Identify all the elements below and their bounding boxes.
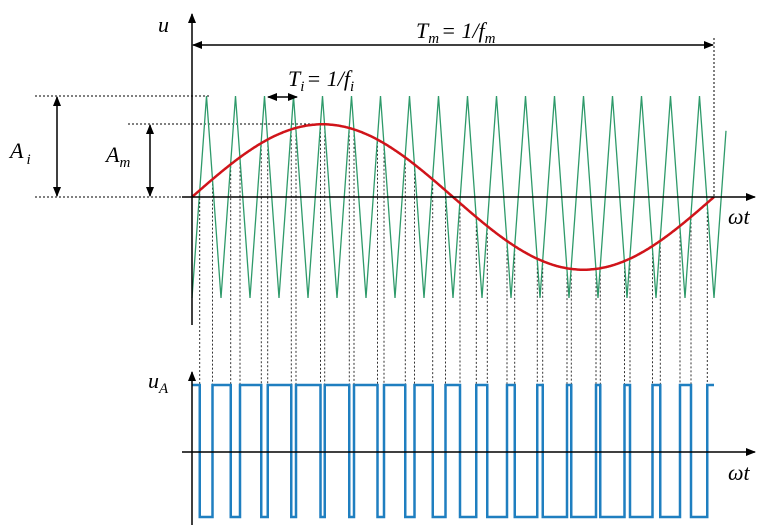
- guides: [35, 38, 715, 198]
- omega-t-label: ωt: [728, 204, 751, 229]
- period-m-label: Tm= 1/fm: [416, 18, 496, 47]
- period-i-label: Ti= 1/fi: [288, 66, 354, 95]
- label-part: u: [148, 368, 159, 393]
- pwm-output: [192, 383, 714, 519]
- label-part: T: [288, 66, 302, 91]
- label-part: m: [428, 31, 439, 47]
- axes: [53, 13, 756, 525]
- omega-t-label: ωt: [728, 460, 751, 485]
- label-part: i: [300, 79, 304, 95]
- waves: [191, 95, 727, 519]
- label-part: i: [350, 79, 354, 95]
- amp-m-label: Am: [104, 142, 130, 171]
- label-part: = 1/f: [306, 66, 352, 91]
- crossing-guides: [199, 123, 708, 385]
- label-part: A: [158, 381, 169, 397]
- label-part: A: [104, 142, 120, 167]
- label-part: = 1/f: [441, 18, 487, 43]
- label-part: i: [26, 152, 30, 168]
- label-part: T: [416, 18, 430, 43]
- label-part: m: [119, 155, 130, 171]
- ua-label: uA: [148, 368, 169, 397]
- label-part: A: [8, 138, 24, 163]
- carrier-wave: [191, 95, 727, 299]
- label-part: m: [485, 31, 496, 47]
- u-label: u: [158, 12, 169, 37]
